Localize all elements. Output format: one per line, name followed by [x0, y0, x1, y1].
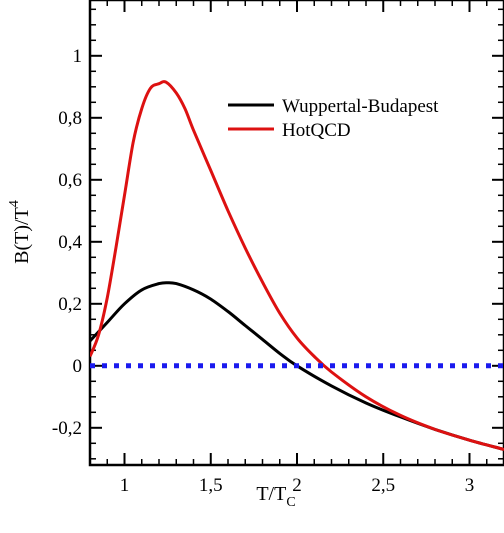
legend-label-hotqcd: HotQCD	[282, 120, 351, 141]
y-tick-label: 0,6	[58, 170, 82, 191]
y-tick-label: 0	[73, 356, 83, 377]
y-tick-label: 0,8	[58, 108, 82, 129]
series-line-wuppertal-budapest	[90, 281, 504, 451]
ticks	[89, 0, 504, 465]
legend-label-wuppertal-budapest: Wuppertal-Budapest	[282, 96, 439, 117]
x-tick-label: 2	[292, 475, 302, 496]
x-tick-label: 2,5	[371, 475, 395, 496]
y-tick-label: 1	[73, 46, 83, 67]
x-tick-label: 1,5	[199, 475, 223, 496]
x-tick-label: 3	[465, 475, 475, 496]
series-layer	[90, 80, 504, 451]
y-tick-label: -0,2	[52, 418, 82, 439]
y-tick-label: 0,2	[58, 294, 82, 315]
legend: Wuppertal-Budapest HotQCD	[228, 96, 439, 141]
x-tick-label: 1	[120, 475, 130, 496]
x-axis-title: T/TC	[256, 483, 295, 510]
tick-labels: 1 1,5 2 2,5 3 -0,2 0 0,2 0,4 0,6 0,8 1	[52, 46, 474, 496]
series-line-hotqcd	[90, 80, 504, 451]
y-axis-title: B(T)/T4	[7, 200, 33, 264]
y-tick-label: 0,4	[58, 232, 82, 253]
plot-frame	[88, 0, 504, 467]
